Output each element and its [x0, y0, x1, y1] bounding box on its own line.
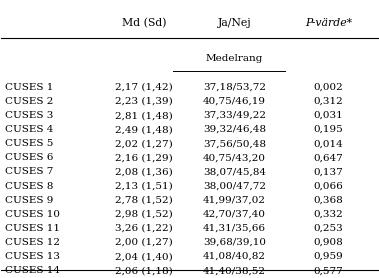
Text: 2,16 (1,29): 2,16 (1,29) [116, 153, 173, 162]
Text: P-värde*: P-värde* [305, 18, 352, 28]
Text: 0,195: 0,195 [314, 125, 344, 134]
Text: 0,002: 0,002 [314, 83, 344, 92]
Text: Md (Sd): Md (Sd) [122, 18, 167, 28]
Text: 2,04 (1,40): 2,04 (1,40) [116, 252, 173, 261]
Text: CUSES 3: CUSES 3 [5, 111, 53, 120]
Text: 2,06 (1,18): 2,06 (1,18) [116, 266, 173, 275]
Text: 2,49 (1,48): 2,49 (1,48) [116, 125, 173, 134]
Text: 0,137: 0,137 [314, 167, 344, 177]
Text: 41,31/35,66: 41,31/35,66 [203, 224, 266, 233]
Text: 39,32/46,48: 39,32/46,48 [203, 125, 266, 134]
Text: CUSES 13: CUSES 13 [5, 252, 60, 261]
Text: Medelrang: Medelrang [206, 54, 263, 63]
Text: 0,368: 0,368 [314, 196, 344, 205]
Text: CUSES 10: CUSES 10 [5, 210, 60, 219]
Text: 41,08/40,82: 41,08/40,82 [203, 252, 266, 261]
Text: CUSES 7: CUSES 7 [5, 167, 53, 177]
Text: 2,13 (1,51): 2,13 (1,51) [116, 182, 173, 190]
Text: CUSES 2: CUSES 2 [5, 97, 53, 106]
Text: 38,07/45,84: 38,07/45,84 [203, 167, 266, 177]
Text: 2,02 (1,27): 2,02 (1,27) [116, 139, 173, 148]
Text: Ja/Nej: Ja/Nej [218, 18, 252, 28]
Text: 42,70/37,40: 42,70/37,40 [203, 210, 266, 219]
Text: CUSES 1: CUSES 1 [5, 83, 53, 92]
Text: 2,08 (1,36): 2,08 (1,36) [116, 167, 173, 177]
Text: CUSES 4: CUSES 4 [5, 125, 53, 134]
Text: 40,75/46,19: 40,75/46,19 [203, 97, 266, 106]
Text: 39,68/39,10: 39,68/39,10 [203, 238, 266, 247]
Text: CUSES 6: CUSES 6 [5, 153, 53, 162]
Text: 41,99/37,02: 41,99/37,02 [203, 196, 266, 205]
Text: 0,253: 0,253 [314, 224, 344, 233]
Text: 41,40/38,52: 41,40/38,52 [203, 266, 266, 275]
Text: 2,17 (1,42): 2,17 (1,42) [116, 83, 173, 92]
Text: 37,18/53,72: 37,18/53,72 [203, 83, 266, 92]
Text: 37,33/49,22: 37,33/49,22 [203, 111, 266, 120]
Text: CUSES 9: CUSES 9 [5, 196, 53, 205]
Text: 2,23 (1,39): 2,23 (1,39) [116, 97, 173, 106]
Text: 0,908: 0,908 [314, 238, 344, 247]
Text: 2,98 (1,52): 2,98 (1,52) [116, 210, 173, 219]
Text: 3,26 (1,22): 3,26 (1,22) [116, 224, 173, 233]
Text: 0,647: 0,647 [314, 153, 344, 162]
Text: 0,332: 0,332 [314, 210, 344, 219]
Text: 0,959: 0,959 [314, 252, 344, 261]
Text: 0,066: 0,066 [314, 182, 344, 190]
Text: 2,78 (1,52): 2,78 (1,52) [116, 196, 173, 205]
Text: 0,577: 0,577 [314, 266, 344, 275]
Text: CUSES 5: CUSES 5 [5, 139, 53, 148]
Text: CUSES 14: CUSES 14 [5, 266, 60, 275]
Text: CUSES 8: CUSES 8 [5, 182, 53, 190]
Text: 0,312: 0,312 [314, 97, 344, 106]
Text: 2,00 (1,27): 2,00 (1,27) [116, 238, 173, 247]
Text: 0,031: 0,031 [314, 111, 344, 120]
Text: 40,75/43,20: 40,75/43,20 [203, 153, 266, 162]
Text: 38,00/47,72: 38,00/47,72 [203, 182, 266, 190]
Text: 0,014: 0,014 [314, 139, 344, 148]
Text: CUSES 11: CUSES 11 [5, 224, 60, 233]
Text: 37,56/50,48: 37,56/50,48 [203, 139, 266, 148]
Text: CUSES 12: CUSES 12 [5, 238, 60, 247]
Text: 2,81 (1,48): 2,81 (1,48) [116, 111, 173, 120]
